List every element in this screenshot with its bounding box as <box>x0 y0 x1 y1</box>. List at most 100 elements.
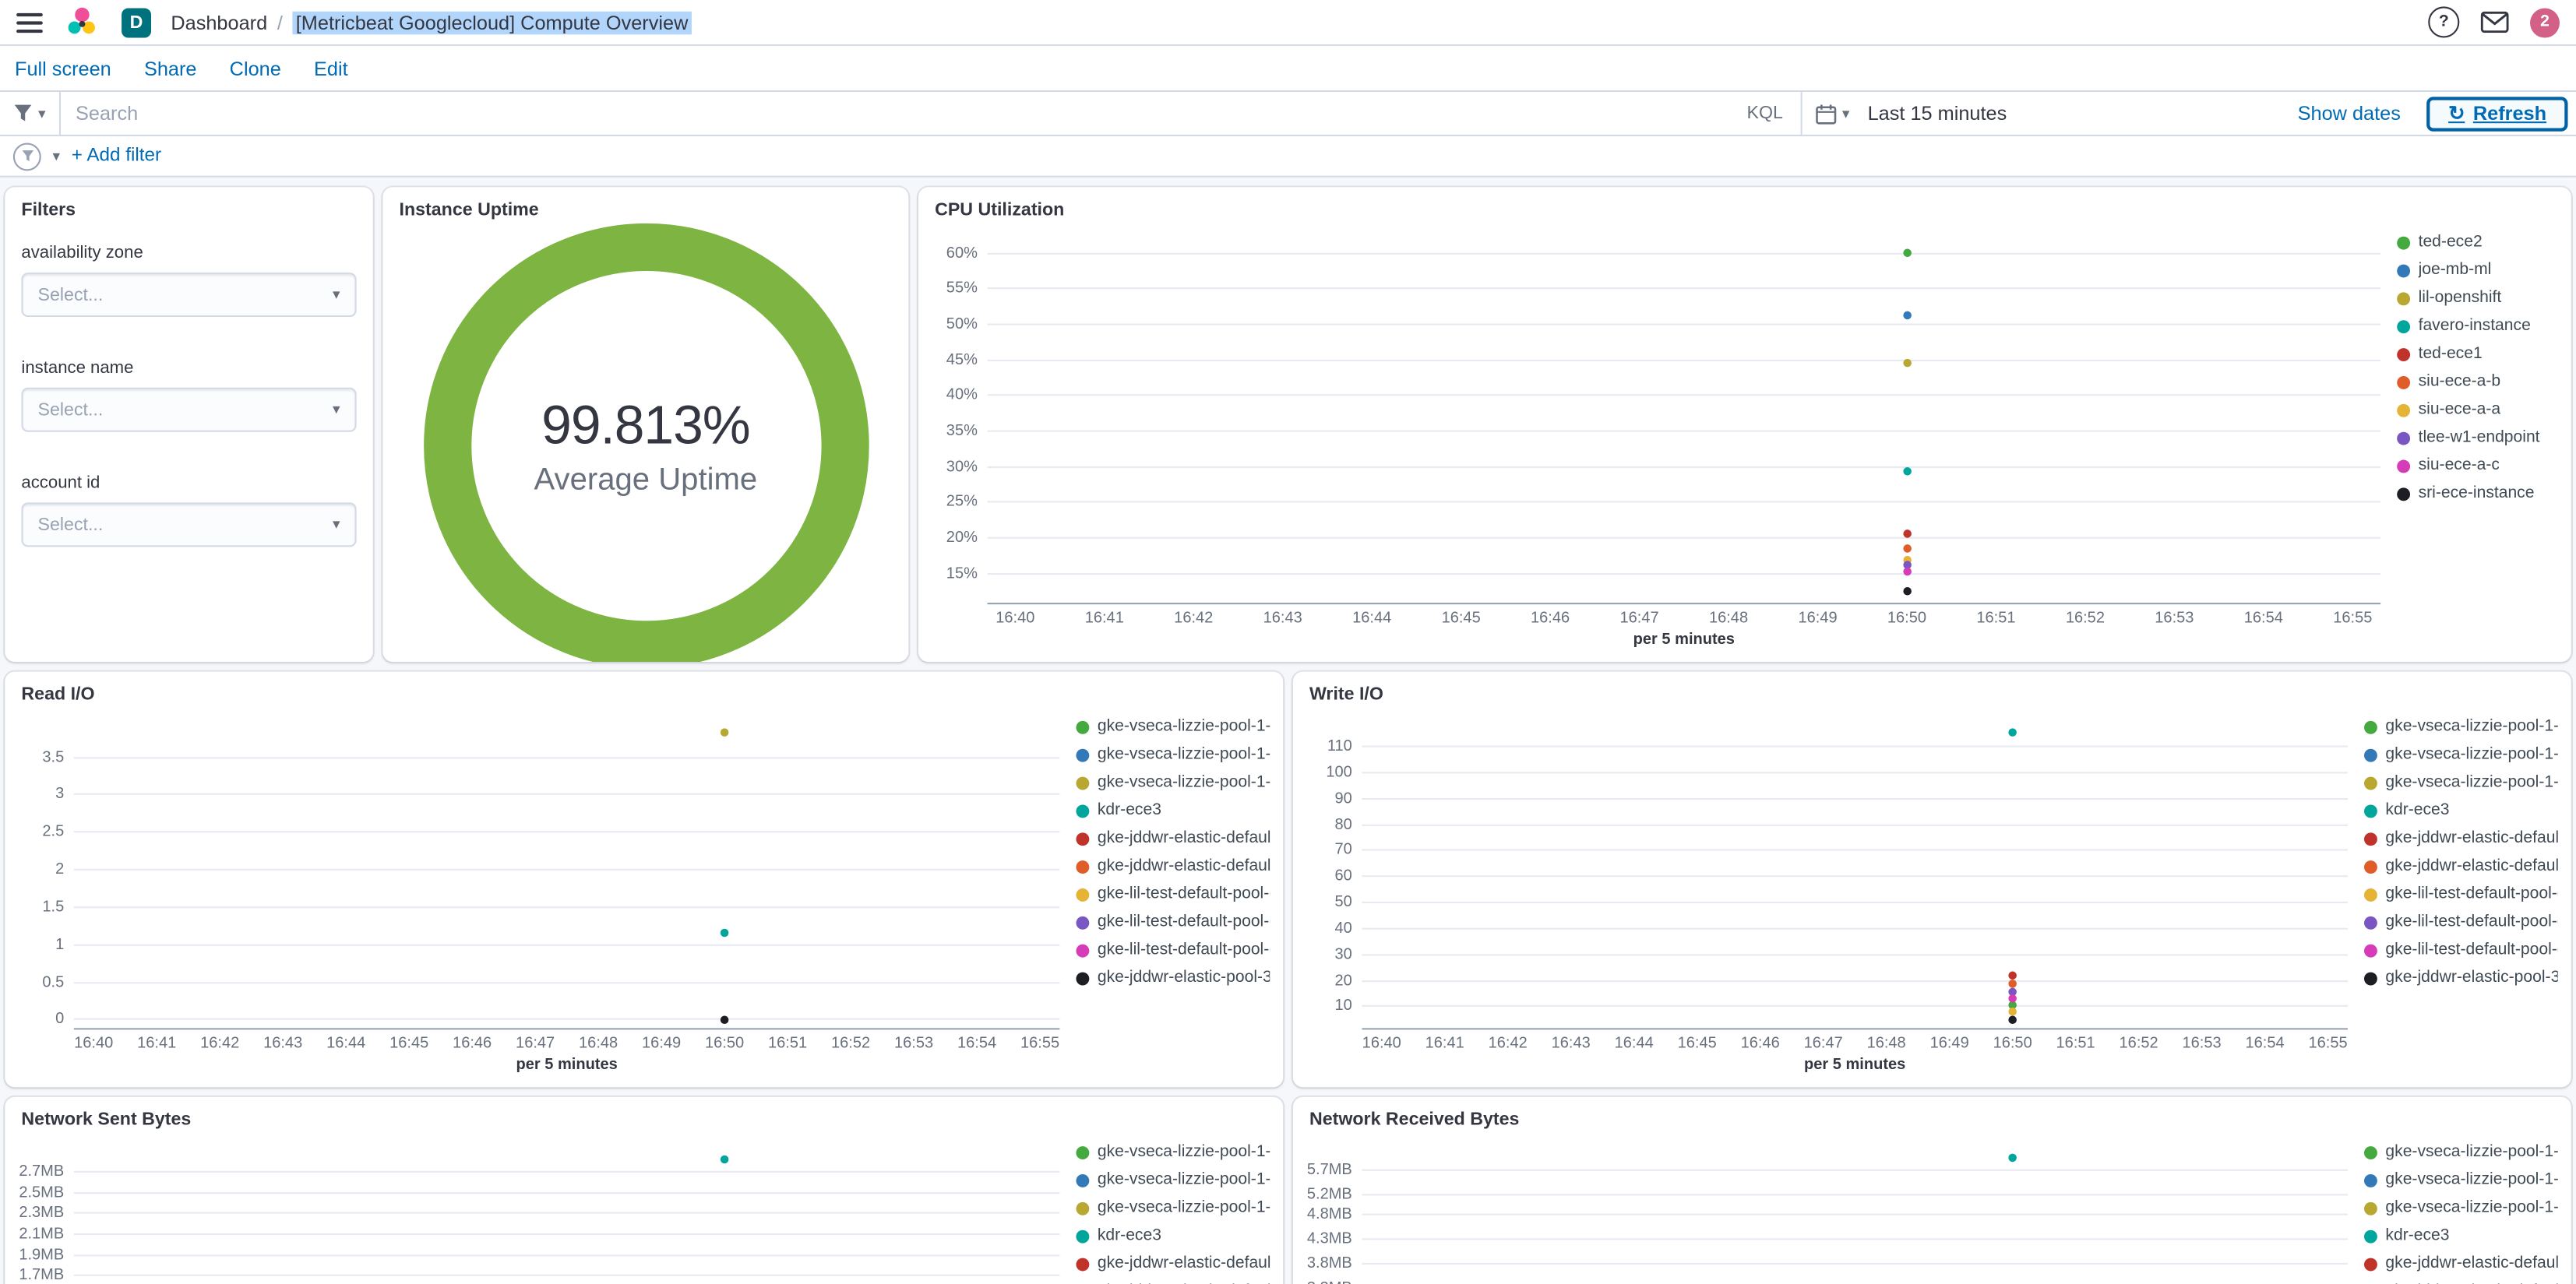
panel-title[interactable]: Read I/O <box>21 684 95 705</box>
legend-item[interactable]: gke-lil-test-default-pool-c1e… <box>2363 913 2558 931</box>
panel-title[interactable]: CPU Utilization <box>935 200 1065 220</box>
legend-item[interactable]: lil-openshift <box>2397 289 2558 307</box>
legend-label: gke-lil-test-default-pool-c1e… <box>1097 913 1270 931</box>
legend-label: siu-ece-a-a <box>2418 400 2501 419</box>
legend-color-dot <box>1076 1201 1090 1215</box>
legend-item[interactable]: joe-mb-ml <box>2397 261 2558 280</box>
x-axis-tick-label: 16:40 <box>74 1034 114 1053</box>
legend-item[interactable]: gke-jddwr-elastic-default-po… <box>2363 857 2558 875</box>
legend-item[interactable]: gke-vseca-lizzie-pool-1-630… <box>1076 773 1270 792</box>
y-axis-tick-label: 4.8MB <box>1306 1205 1352 1224</box>
legend-item[interactable]: kdr-ece3 <box>1076 801 1270 819</box>
legend-item[interactable]: gke-vseca-lizzie-pool-1-c417… <box>2363 1171 2558 1189</box>
account-id-select[interactable]: Select... ▾ <box>21 502 357 547</box>
legend-item[interactable]: gke-vseca-lizzie-pool-1-1877… <box>2363 717 2558 736</box>
legend-item[interactable]: gke-vseca-lizzie-pool-1-630… <box>1076 1199 1270 1217</box>
legend-item[interactable]: gke-vseca-lizzie-pool-1-630… <box>2363 1199 2558 1217</box>
legend-item[interactable]: gke-jddwr-elastic-default-po… <box>1076 1254 1270 1273</box>
panel-title[interactable]: Instance Uptime <box>399 200 539 220</box>
legend-item[interactable]: gke-jddwr-elastic-default-po… <box>1076 1282 1270 1284</box>
availability-zone-select[interactable]: Select... ▾ <box>21 273 357 318</box>
legend-item[interactable]: sri-ece-instance <box>2397 484 2558 502</box>
legend-color-dot <box>2363 1173 2377 1187</box>
legend-item[interactable]: gke-jddwr-elastic-default-po… <box>1076 857 1270 875</box>
filter-options-button[interactable] <box>12 142 41 171</box>
edit-link[interactable]: Edit <box>314 56 348 80</box>
legend-label: gke-vseca-lizzie-pool-1-1877… <box>2385 717 2557 736</box>
breadcrumb-dashboard-link[interactable]: Dashboard <box>171 10 268 34</box>
legend-item[interactable]: gke-lil-test-default-pool-c1e… <box>1076 885 1270 903</box>
legend-item[interactable]: gke-vseca-lizzie-pool-1-1877… <box>1076 718 1270 736</box>
help-icon[interactable]: ? <box>2428 6 2460 38</box>
legend-item[interactable]: gke-lil-test-default-pool-c1e… <box>2363 941 2558 959</box>
legend-color-dot <box>2363 1145 2377 1159</box>
data-point <box>720 927 729 937</box>
legend-item[interactable]: kdr-ece3 <box>2363 801 2558 820</box>
legend-label: kdr-ece3 <box>2385 801 2450 820</box>
gridline <box>73 756 1060 758</box>
quick-select-date-button[interactable]: ▾ <box>1816 103 1849 124</box>
legend-item[interactable]: gke-vseca-lizzie-pool-1-630… <box>2363 773 2558 792</box>
gridline <box>1362 927 2348 930</box>
legend-item[interactable]: gke-vseca-lizzie-pool-1-c417… <box>1076 1171 1270 1189</box>
legend-item[interactable]: gke-jddwr-elastic-pool-3-74… <box>2363 969 2558 987</box>
legend-item[interactable]: ted-ece2 <box>2397 233 2558 252</box>
x-axis-tick-label: 16:44 <box>326 1034 366 1053</box>
chart-area: 3.5 3 2.5 2 1.5 1 0.5 0 16:40 16:41 16:42 16:43 16:… <box>5 708 1283 1087</box>
show-dates-link[interactable]: Show dates <box>2297 101 2401 125</box>
data-point <box>2008 994 2017 1003</box>
legend-item[interactable]: gke-jddwr-elastic-default-po… <box>2364 1282 2557 1284</box>
legend-item[interactable]: gke-jddwr-elastic-default-po… <box>2363 1254 2558 1273</box>
chevron-down-icon: ▾ <box>333 400 340 417</box>
legend-item[interactable]: siu-ece-a-c <box>2397 456 2558 475</box>
legend-item[interactable]: gke-lil-test-default-pool-c1e… <box>2363 885 2558 903</box>
mail-icon[interactable] <box>2480 11 2509 33</box>
legend-item[interactable]: tlee-w1-endpoint <box>2397 428 2558 447</box>
saved-query-menu-button[interactable]: ▾ <box>0 92 62 135</box>
legend-item[interactable]: kdr-ece3 <box>2363 1226 2558 1245</box>
legend-item[interactable]: kdr-ece3 <box>1076 1226 1270 1245</box>
legend-color-dot <box>2397 319 2411 333</box>
chevron-down-icon[interactable]: ▾ <box>52 146 61 164</box>
x-axis-tick-label: 16:40 <box>1362 1034 1401 1053</box>
data-point <box>1902 544 1912 552</box>
time-range-value[interactable]: Last 15 minutes <box>1867 101 2007 125</box>
panel-title[interactable]: Write I/O <box>1309 684 1383 705</box>
add-filter-button[interactable]: + Add filter <box>71 146 162 167</box>
user-avatar[interactable]: 2 <box>2530 7 2560 37</box>
legend-color-dot <box>2397 431 2411 445</box>
search-input[interactable] <box>61 101 1729 125</box>
legend-item[interactable]: gke-jddwr-elastic-default-po… <box>2363 829 2558 847</box>
legend-item[interactable]: ted-ece1 <box>2397 345 2558 363</box>
panel-title[interactable]: Filters <box>21 200 76 220</box>
legend-item[interactable]: siu-ece-a-a <box>2397 401 2558 419</box>
legend-item[interactable]: gke-vseca-lizzie-pool-1-1877… <box>2363 1143 2558 1161</box>
share-link[interactable]: Share <box>143 56 197 80</box>
legend-item[interactable]: siu-ece-a-b <box>2397 373 2558 391</box>
clone-link[interactable]: Clone <box>229 56 281 80</box>
panel-title[interactable]: Network Sent Bytes <box>21 1110 192 1131</box>
legend-item[interactable]: gke-vseca-lizzie-pool-1-c417… <box>1076 746 1270 764</box>
instance-name-select[interactable]: Select... ▾ <box>21 387 357 432</box>
y-axis-tick-label: 45% <box>946 350 978 369</box>
legend-item[interactable]: gke-jddwr-elastic-pool-3-74… <box>1076 969 1270 987</box>
panel-title[interactable]: Network Received Bytes <box>1309 1110 1520 1131</box>
legend-item[interactable]: gke-lil-test-default-pool-c1e… <box>1076 941 1270 959</box>
legend-item[interactable]: favero-instance <box>2397 317 2558 335</box>
refresh-button[interactable]: ↻ Refresh <box>2426 96 2568 131</box>
data-point <box>2008 1001 2017 1009</box>
legend-item[interactable]: gke-lil-test-default-pool-c1e… <box>1076 913 1270 931</box>
chevron-down-icon: ▾ <box>1841 104 1850 121</box>
gridline <box>987 536 2381 539</box>
space-badge[interactable]: D <box>122 7 152 37</box>
legend-color-dot <box>2397 403 2411 417</box>
query-language-button[interactable]: KQL <box>1728 92 1803 135</box>
chevron-down-icon: ▾ <box>333 515 340 533</box>
elastic-logo-icon[interactable] <box>65 5 98 38</box>
legend-item[interactable]: gke-vseca-lizzie-pool-1-1877… <box>1076 1143 1270 1161</box>
legend-item[interactable]: gke-jddwr-elastic-default-po… <box>1076 829 1270 847</box>
full-screen-link[interactable]: Full screen <box>14 56 111 80</box>
legend-item[interactable]: gke-vseca-lizzie-pool-1-c417… <box>2363 746 2558 764</box>
menu-hamburger-icon[interactable] <box>16 12 43 33</box>
